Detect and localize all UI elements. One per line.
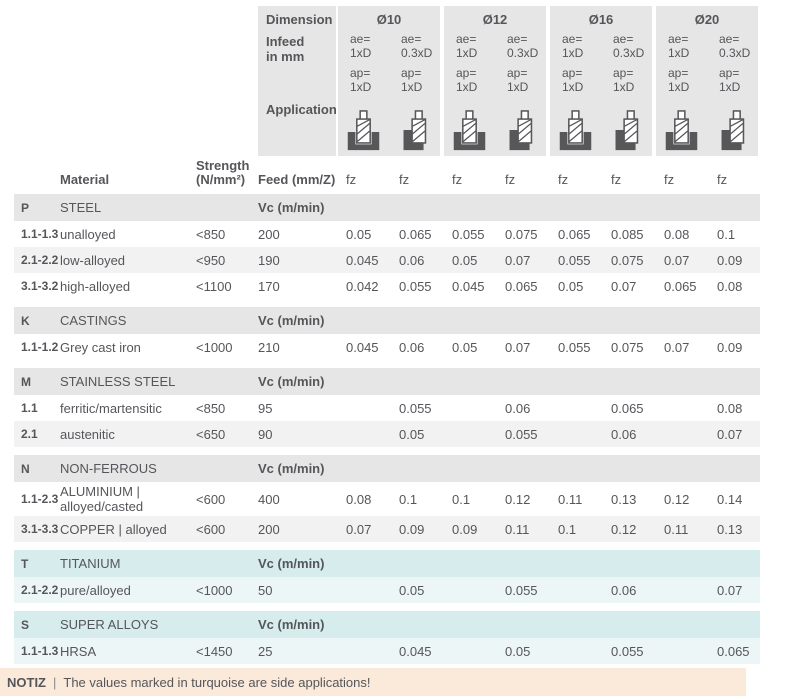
side-milling-icon xyxy=(508,110,533,151)
material-group-code: P xyxy=(21,200,30,215)
fz-column-header: fz xyxy=(717,172,728,187)
table-row: 1.1 ferritic/martensitic <850 95 0.055 0… xyxy=(21,400,743,416)
infeed-ap: ap= 1xD xyxy=(456,66,478,94)
dimension-value: Ø10 xyxy=(376,11,402,27)
vc-label: Vc (m/min) xyxy=(258,374,325,389)
vc-label: Vc (m/min) xyxy=(258,461,325,476)
side-milling-icon xyxy=(402,110,427,151)
fz-column-header: fz xyxy=(399,172,410,187)
material-group-code: K xyxy=(21,313,30,328)
header-label-block: Dimension Infeed in mm Application xyxy=(258,6,337,156)
fz-column-header: fz xyxy=(452,172,463,187)
section-header-row: S SUPER ALLOYS Vc (m/min) xyxy=(14,611,760,638)
material-group-name: SUPER ALLOYS xyxy=(60,617,159,632)
dimension-group-d16: Ø16 ae= 1xD ae= 0.3xD ap= 1xD ap= 1xD xyxy=(550,6,652,156)
table-row: 1.1-1.3 HRSA <1450 25 0.045 0.05 0.055 0… xyxy=(14,638,760,664)
material-group-name: STEEL xyxy=(60,200,102,215)
note-row: NOTIZ | The values marked in turquoise a… xyxy=(0,668,798,696)
note-text: The values marked in turquoise are side … xyxy=(63,674,371,690)
infeed-ap: ap= 1xD xyxy=(562,66,584,94)
dimension-value: Ø20 xyxy=(694,11,720,27)
strength-column-header: Strength (N/mm²) xyxy=(196,158,250,187)
slot-milling-icon xyxy=(558,110,593,151)
section-header-row: K CASTINGS Vc (m/min) xyxy=(14,307,760,334)
infeed-ae: ae= 0.3xD xyxy=(401,32,433,60)
dimension-group-d10: Ø10 ae= 1xD ae= 0.3xD ap= 1xD ap= 1xD xyxy=(338,6,440,156)
section-titanium: T TITANIUM Vc (m/min) 2.1-2.2 pure/alloy… xyxy=(0,550,798,603)
infeed-ae: ae= 0.3xD xyxy=(719,32,751,60)
table-row: 3.1-3.3 COPPER | alloyed <600 200 0.07 0… xyxy=(14,516,760,542)
column-titles-row: Material Strength (N/mm²) Feed (mm/Z) fz … xyxy=(14,156,760,190)
material-column-header: Material xyxy=(60,172,110,187)
section-castings: K CASTINGS Vc (m/min) 1.1-1.2 Grey cast … xyxy=(0,307,798,360)
section-non-ferrous: N NON-FERROUS Vc (m/min) 1.1-2.3 ALUMINI… xyxy=(0,455,798,542)
material-group-name: TITANIUM xyxy=(60,556,121,571)
table-row: 2.1-2.2 pure/alloyed <1000 50 0.05 0.055… xyxy=(14,577,760,603)
vc-label: Vc (m/min) xyxy=(258,200,325,215)
dimension-value: Ø12 xyxy=(482,11,508,27)
infeed-ae: ae= 1xD xyxy=(456,32,478,60)
infeed-ae: ae= 1xD xyxy=(350,32,372,60)
section-header-row: T TITANIUM Vc (m/min) xyxy=(14,550,760,577)
infeed-ap: ap= 1xD xyxy=(613,66,635,94)
dimension-value: Ø16 xyxy=(588,11,614,27)
infeed-ap: ap= 1xD xyxy=(507,66,529,94)
side-milling-icon xyxy=(614,110,639,151)
fz-column-header: fz xyxy=(346,172,357,187)
fz-column-header: fz xyxy=(664,172,675,187)
material-group-name: NON-FERROUS xyxy=(60,461,157,476)
material-group-name: STAINLESS STEEL xyxy=(60,374,176,389)
vc-label: Vc (m/min) xyxy=(258,617,325,632)
vc-label: Vc (m/min) xyxy=(258,556,325,571)
infeed-ap: ap= 1xD xyxy=(668,66,690,94)
vc-label: Vc (m/min) xyxy=(258,313,325,328)
fz-column-header: fz xyxy=(558,172,569,187)
fz-column-header: fz xyxy=(611,172,622,187)
section-header-row: P STEEL Vc (m/min) xyxy=(14,194,760,221)
table-row: 2.1 austenitic <650 90 0.05 0.055 0.06 0… xyxy=(14,421,760,447)
slot-milling-icon xyxy=(664,110,699,151)
fz-column-header: fz xyxy=(505,172,516,187)
section-header-row: N NON-FERROUS Vc (m/min) xyxy=(14,455,760,482)
infeed-label: Infeed in mm xyxy=(266,34,305,64)
infeed-ap: ap= 1xD xyxy=(401,66,423,94)
section-steel: P STEEL Vc (m/min) 1.1-1.3 unalloyed <85… xyxy=(0,194,798,299)
slot-milling-icon xyxy=(346,110,381,151)
note-label: NOTIZ xyxy=(7,674,46,690)
material-group-code: M xyxy=(21,374,31,389)
material-group-code: N xyxy=(21,461,30,476)
infeed-ap: ap= 1xD xyxy=(719,66,741,94)
section-stainless-steel: M STAINLESS STEEL Vc (m/min) 1.1 ferriti… xyxy=(0,368,798,447)
section-header-row: M STAINLESS STEEL Vc (m/min) xyxy=(14,368,760,395)
table-row: 2.1-2.2 low-alloyed <950 190 0.045 0.06 … xyxy=(14,247,760,273)
table-row: 1.1-2.3 ALUMINIUM | alloyed/casted <600 … xyxy=(21,484,743,514)
slot-milling-icon xyxy=(452,110,487,151)
material-group-code: S xyxy=(21,617,30,632)
dimension-label: Dimension xyxy=(266,11,333,27)
note-separator: | xyxy=(53,674,57,690)
infeed-ae: ae= 0.3xD xyxy=(507,32,539,60)
material-group-code: T xyxy=(21,556,29,571)
infeed-ae: ae= 1xD xyxy=(562,32,584,60)
table-row: 1.1-1.2 Grey cast iron <1000 210 0.045 0… xyxy=(21,339,743,355)
dimension-group-d12: Ø12 ae= 1xD ae= 0.3xD ap= 1xD ap= 1xD xyxy=(444,6,546,156)
table-row: 3.1-3.2 high-alloyed <1100 170 0.042 0.0… xyxy=(21,278,743,294)
side-milling-icon xyxy=(720,110,745,151)
infeed-ae: ae= 0.3xD xyxy=(613,32,645,60)
dimension-group-d20: Ø20 ae= 1xD ae= 0.3xD ap= 1xD ap= 1xD xyxy=(656,6,758,156)
table-header: Dimension Infeed in mm Application Ø10 a… xyxy=(14,6,760,156)
material-group-name: CASTINGS xyxy=(60,313,127,328)
application-label: Application xyxy=(266,102,337,117)
section-super-alloys: S SUPER ALLOYS Vc (m/min) 1.1-1.3 HRSA <… xyxy=(0,611,798,696)
feed-column-header: Feed (mm/Z) xyxy=(258,172,336,187)
table-row: 1.1-1.3 unalloyed <850 200 0.05 0.065 0.… xyxy=(21,226,736,242)
infeed-ae: ae= 1xD xyxy=(668,32,690,60)
infeed-ap: ap= 1xD xyxy=(350,66,372,94)
